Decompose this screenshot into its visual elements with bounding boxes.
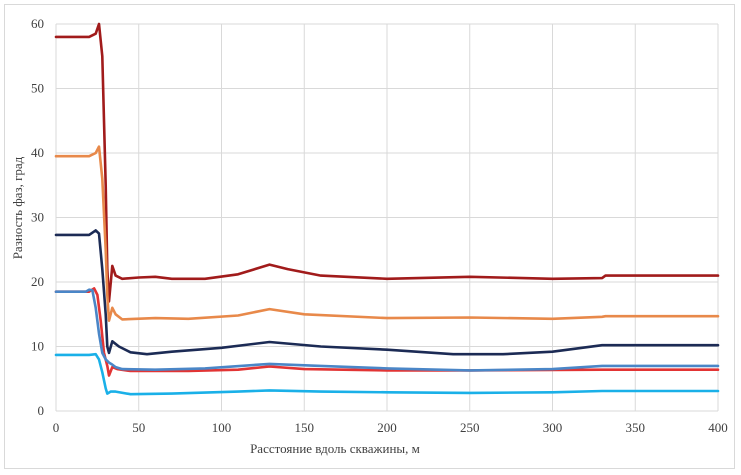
- y-tick-label: 30: [31, 210, 44, 225]
- gridlines: [55, 23, 719, 412]
- chart-frame: 0 50 100 150 200 250 300 350 400 0 10 20 30 40 50 60 Р…: [4, 4, 735, 469]
- x-tick-label: 0: [53, 420, 60, 435]
- x-tick-label: 200: [377, 420, 397, 435]
- y-tick-label: 0: [38, 403, 45, 418]
- y-axis-ticks: 0 10 20 30 40 50 60: [31, 16, 44, 418]
- line-chart: 0 50 100 150 200 250 300 350 400 0 10 20 30 40 50 60 Р…: [10, 16, 728, 456]
- x-tick-label: 100: [212, 420, 232, 435]
- x-tick-label: 250: [460, 420, 480, 435]
- y-tick-label: 60: [31, 16, 44, 31]
- series-line-6: [54, 352, 720, 396]
- y-tick-label: 50: [31, 81, 44, 96]
- series-line-4: [54, 287, 720, 377]
- y-tick-label: 40: [31, 145, 44, 160]
- series-line-3: [54, 229, 720, 356]
- y-tick-label: 20: [31, 274, 44, 289]
- x-tick-label: 350: [626, 420, 646, 435]
- x-tick-label: 150: [295, 420, 315, 435]
- series-line-2: [54, 145, 720, 322]
- series-line-1: [54, 22, 720, 303]
- series-line-5: [54, 288, 720, 372]
- series-lines: [54, 22, 720, 396]
- x-axis-label: Расстояние вдоль скважины, м: [250, 441, 420, 456]
- x-tick-label: 400: [708, 420, 728, 435]
- x-tick-label: 300: [543, 420, 563, 435]
- y-tick-label: 10: [31, 339, 44, 354]
- y-axis-label: Разность фаз, град: [10, 156, 25, 259]
- x-axis-ticks: 0 50 100 150 200 250 300 350 400: [53, 420, 728, 435]
- x-tick-label: 50: [132, 420, 145, 435]
